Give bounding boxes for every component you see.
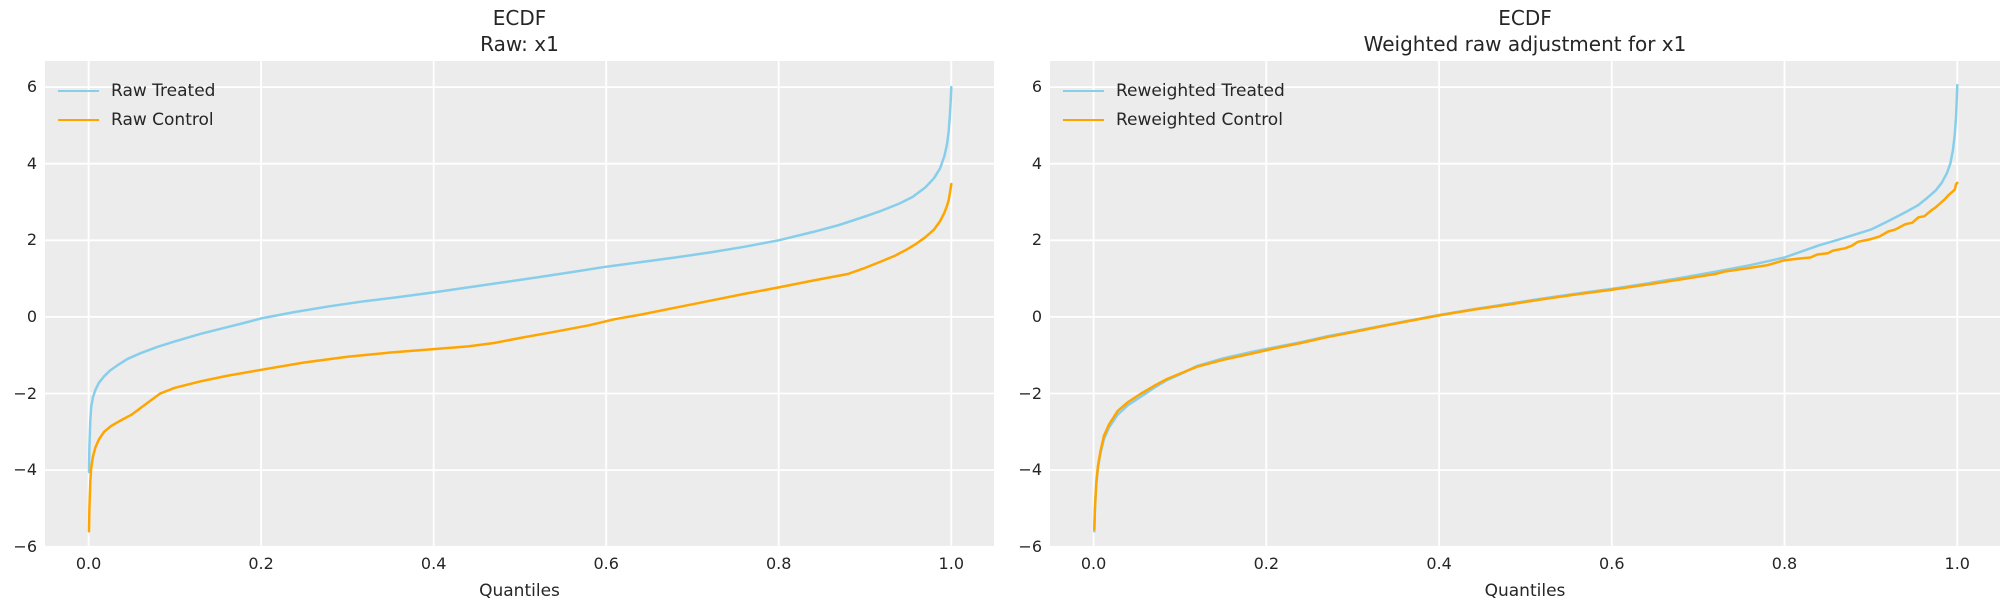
- y-tick-label: 4: [26, 153, 37, 173]
- y-tick-label: −2: [13, 383, 37, 403]
- subplot-weighted: ECDF Weighted raw adjustment for x1 Rewe…: [1005, 0, 2011, 611]
- x-tick-label: 0.2: [248, 554, 274, 573]
- y-tick-label: −4: [13, 460, 37, 480]
- x-tick-label: 0.4: [1426, 554, 1452, 573]
- plot-canvas: [45, 61, 994, 546]
- legend-entry: Raw Control: [58, 105, 215, 134]
- y-tick-label: −2: [1018, 383, 1042, 403]
- x-axis-label: Quantiles: [479, 581, 560, 601]
- plot-canvas: [1050, 61, 2000, 546]
- subplot-raw: ECDF Raw: x1 Raw Treated Raw Control −6 −4…: [0, 0, 1005, 611]
- y-tick-label: 0: [1031, 306, 1042, 326]
- y-tick-label: 0: [26, 306, 37, 326]
- x-tick-label: 1.0: [938, 554, 964, 573]
- plot-title: ECDF: [1498, 6, 1552, 30]
- y-tick-label: 6: [1031, 77, 1042, 97]
- x-tick-label: 0.6: [593, 554, 619, 573]
- plot-subtitle: Raw: x1: [480, 32, 559, 56]
- x-tick-label: 0.6: [1599, 554, 1625, 573]
- y-tick-label: −6: [13, 536, 37, 556]
- x-tick-label: 0.8: [1771, 554, 1798, 573]
- legend-entry: Raw Treated: [58, 76, 215, 105]
- y-tick-label: 6: [26, 77, 37, 97]
- x-axis-label: Quantiles: [1484, 581, 1566, 601]
- plot-title-block: ECDF Weighted raw adjustment for x1: [1050, 5, 2000, 57]
- y-tick-label: −4: [1018, 460, 1042, 480]
- legend-label: Raw Treated: [111, 80, 216, 101]
- plot-area: Reweighted Treated Reweighted Control: [1050, 61, 2000, 546]
- legend-line-swatch: [58, 89, 99, 92]
- y-tick-label: 2: [26, 230, 37, 250]
- legend-entry: Reweighted Treated: [1063, 76, 1285, 105]
- legend-entry: Reweighted Control: [1063, 105, 1285, 134]
- legend: Raw Treated Raw Control: [58, 76, 215, 134]
- plot-title-block: ECDF Raw: x1: [45, 5, 994, 57]
- x-tick-label: 0.2: [1253, 554, 1280, 573]
- legend-line-swatch: [1063, 118, 1104, 121]
- x-tick-label: 0.0: [75, 554, 102, 573]
- legend-label: Reweighted Control: [1116, 109, 1283, 130]
- legend-line-swatch: [1063, 89, 1104, 92]
- x-tick-label: 0.8: [766, 554, 792, 573]
- x-tick-label: 1.0: [1944, 554, 1970, 573]
- legend-label: Raw Control: [111, 109, 214, 130]
- x-tick-label: 0.4: [420, 554, 447, 573]
- plot-title: ECDF: [492, 6, 547, 30]
- y-tick-label: 2: [1031, 230, 1042, 250]
- y-tick-label: −6: [1018, 536, 1042, 556]
- plot-area: Raw Treated Raw Control: [45, 61, 994, 546]
- legend-label: Reweighted Treated: [1116, 80, 1285, 101]
- y-tick-label: 4: [1031, 153, 1042, 173]
- legend-line-swatch: [58, 118, 99, 121]
- plot-subtitle: Weighted raw adjustment for x1: [1363, 32, 1687, 56]
- legend: Reweighted Treated Reweighted Control: [1063, 76, 1285, 134]
- x-tick-label: 0.0: [1080, 554, 1107, 573]
